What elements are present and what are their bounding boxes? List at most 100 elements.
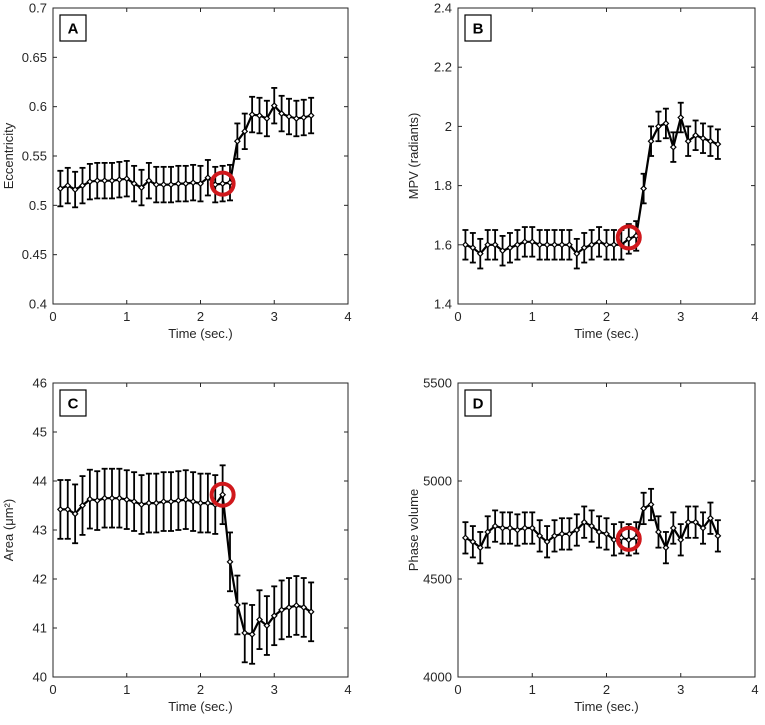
data-point [204, 499, 212, 507]
y-axis-label: MPV (radiants) [406, 113, 421, 200]
x-axis-label: Time (sec.) [168, 699, 233, 714]
x-tick-label: 1 [529, 309, 536, 324]
y-tick-label: 0.65 [22, 50, 47, 65]
data-point [684, 137, 692, 145]
data-point [595, 238, 603, 246]
data-point [79, 182, 86, 190]
x-tick-label: 2 [197, 682, 204, 697]
data-point [610, 241, 618, 249]
data-point [543, 538, 551, 546]
data-point [714, 140, 722, 148]
data-point [101, 177, 109, 185]
data-point [558, 241, 566, 249]
data-point [130, 180, 138, 188]
x-tick-label: 3 [677, 309, 684, 324]
y-tick-label: 45 [33, 425, 47, 440]
y-tick-label: 40 [33, 670, 47, 685]
data-point [263, 622, 271, 629]
data-point [292, 115, 300, 122]
data-point [655, 122, 662, 130]
data-point [219, 180, 227, 188]
data-point [307, 608, 315, 616]
panel-letter-box [59, 14, 87, 42]
data-point [64, 505, 72, 513]
data-point [513, 241, 521, 249]
data-point [543, 241, 551, 249]
data-point [300, 603, 308, 611]
data-point [461, 241, 469, 249]
data-point [655, 528, 662, 536]
data-point [285, 113, 293, 120]
data-point [226, 558, 234, 566]
data-point [677, 114, 685, 121]
data-point [93, 177, 101, 185]
x-tick-label: 0 [454, 682, 461, 697]
data-point [521, 238, 529, 246]
data-point [108, 494, 116, 502]
data-point [307, 112, 315, 119]
y-tick-label: 44 [33, 474, 47, 489]
data-point [285, 603, 293, 611]
data-point [536, 241, 544, 249]
x-tick-label: 0 [454, 309, 461, 324]
data-point [684, 518, 692, 526]
data-point [93, 497, 101, 505]
data-point [182, 180, 190, 188]
panel-letter: A [68, 21, 79, 38]
data-point [174, 180, 182, 188]
data-point [565, 241, 573, 249]
data-point [669, 143, 677, 151]
data-point [580, 244, 588, 252]
y-tick-label: 1.8 [434, 178, 452, 193]
highlight-circle [615, 525, 642, 552]
data-point [292, 602, 300, 609]
x-tick-label: 4 [344, 309, 351, 324]
data-point [233, 137, 241, 145]
data-point [256, 616, 263, 624]
data-point [204, 174, 212, 182]
data-point [56, 185, 64, 193]
x-tick-label: 4 [751, 682, 758, 697]
data-point [197, 499, 204, 507]
x-axis-label: Time (sec.) [574, 699, 639, 714]
data-point [71, 510, 79, 518]
data-point [580, 518, 588, 526]
x-tick-label: 2 [603, 682, 610, 697]
x-tick-label: 2 [603, 309, 610, 324]
data-point [528, 238, 536, 246]
y-axis-label: Eccentricity [1, 122, 16, 189]
data-point [677, 536, 685, 544]
data-point [469, 538, 477, 546]
panel-a: 0 1 2 3 4 0.4 0.45 0.5 0.55 0.6 0.65 0.7 Time (sec.)… [1, 1, 352, 342]
axes-frame [52, 7, 349, 305]
x-axis-label: Time (sec.) [574, 326, 639, 341]
data-point [241, 127, 249, 135]
data-point [219, 491, 227, 499]
y-tick-label: 2.4 [434, 1, 452, 16]
y-tick-label: 5500 [423, 376, 452, 391]
y-tick-label: 2 [445, 119, 452, 134]
data-point [469, 244, 477, 252]
x-tick-label: 3 [677, 682, 684, 697]
data-point [528, 524, 536, 532]
data-point [189, 498, 197, 506]
y-tick-label: 1.6 [434, 237, 452, 252]
data-point [189, 179, 197, 187]
y-tick-label: 0.5 [29, 198, 47, 213]
data-point [692, 518, 700, 526]
data-point [662, 119, 670, 127]
y-axis-label: Area (μm²) [1, 499, 16, 561]
y-tick-label: 0.55 [22, 149, 47, 164]
data-point [101, 494, 109, 502]
highlight-circle [615, 224, 642, 251]
data-point [484, 528, 492, 536]
panel-letter: B [473, 21, 484, 38]
x-tick-label: 1 [123, 682, 130, 697]
data-point [521, 524, 529, 532]
data-point [86, 178, 94, 186]
data-point [174, 497, 182, 505]
data-point [270, 102, 278, 110]
y-tick-label: 5000 [423, 474, 452, 489]
data-point [138, 501, 145, 508]
